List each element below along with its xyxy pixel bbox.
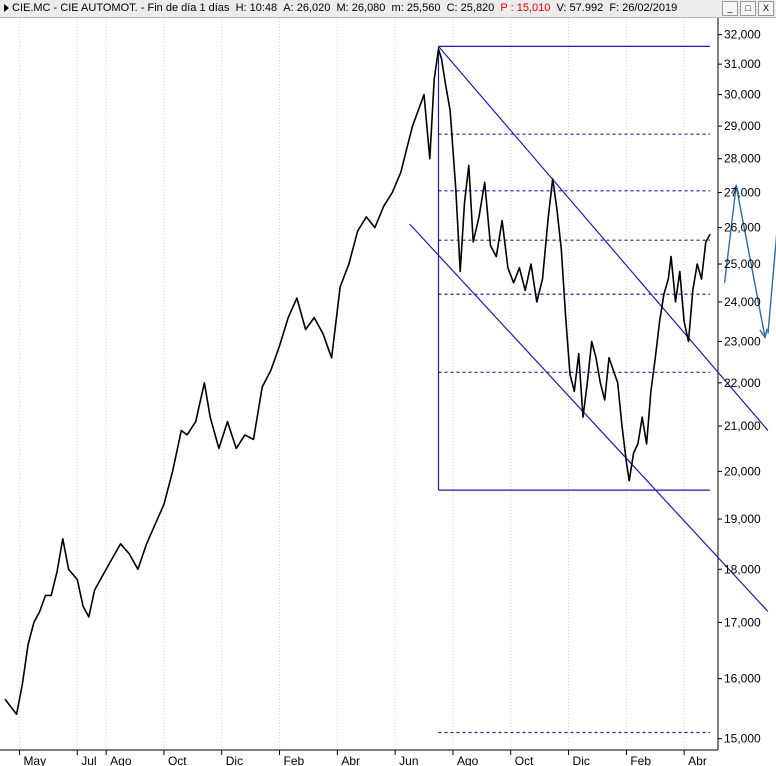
vertical-grid	[18, 18, 685, 752]
price-tick-label: 32,000	[724, 28, 761, 42]
price-tick-label: 23,000	[724, 335, 761, 349]
lower-channel-line	[409, 223, 769, 612]
maximize-button[interactable]: □	[740, 1, 756, 16]
price-tick-label: 29,000	[724, 119, 761, 133]
price-tick-label: 28,000	[724, 152, 761, 166]
symbol-label: CIE.MC - CIE AUTOMOT.	[12, 2, 138, 14]
price-tick-label: 21,000	[724, 419, 761, 433]
time-tick-label: Dic	[573, 754, 590, 766]
price-tick-label: 18,000	[724, 562, 761, 576]
price-tick-label: 15,000	[724, 732, 761, 746]
play-triangle-icon	[4, 4, 9, 13]
time-tick-label: Feb	[630, 754, 651, 766]
upper-channel-line	[438, 45, 769, 431]
price-tick-label: 31,000	[724, 57, 761, 71]
price-tick-label: 24,000	[724, 295, 761, 309]
price-axis-ticks: 15,000 16,000 17,000 18,000 19,000 20,000 21,0…	[718, 28, 761, 746]
price-tick-label: 25,000	[724, 257, 761, 271]
projection-path	[767, 233, 776, 334]
open-label: A: 26,020	[283, 2, 331, 14]
min-label: m: 25,560	[391, 2, 441, 14]
price-tick-label: 22,000	[724, 376, 761, 390]
time-tick-label: Dic	[226, 754, 243, 766]
window-controls: _ □ X	[720, 1, 774, 16]
time-tick-label: Abr	[341, 754, 360, 766]
price-tick-label: 26,000	[724, 221, 761, 235]
arrow-head	[730, 183, 740, 195]
max-label: M: 26,080	[336, 2, 386, 14]
time-tick-label: Oct	[515, 754, 534, 766]
high-time-label: H: 10:48	[235, 2, 278, 14]
time-axis-ticks: May Jul Ago Oct Dic Feb Abr Jun Ago Oct Dic Feb Abr	[0, 749, 718, 766]
arrow-head	[759, 328, 768, 340]
minimize-button[interactable]: _	[722, 1, 738, 16]
price-tick-label: 17,000	[724, 615, 761, 629]
price-tick-label: 16,000	[724, 672, 761, 686]
price-tick-label: 20,000	[724, 464, 761, 478]
projection-arrows	[723, 183, 776, 340]
price-tick-label: 19,000	[724, 512, 761, 526]
time-tick-label: Ago	[110, 754, 132, 766]
chart-title-bar: CIE.MC - CIE AUTOMOT. - Fin de día 1 día…	[0, 0, 776, 18]
price-chart: 15,000 16,000 17,000 18,000 19,000 20,000 21,0…	[0, 18, 776, 766]
close-button[interactable]: X	[758, 1, 774, 16]
time-tick-label: Abr	[688, 754, 707, 766]
time-tick-label: Jul	[81, 754, 96, 766]
time-tick-label: May	[23, 754, 46, 766]
time-tick-label: Ago	[457, 754, 479, 766]
price-tick-label: 27,000	[724, 186, 761, 200]
price-tick-label: 30,000	[724, 88, 761, 102]
time-tick-label: Jun	[399, 754, 418, 766]
period-label: Fin de día 1 días	[147, 2, 230, 14]
price-series-line	[4, 48, 711, 715]
p-label: P : 15,010	[500, 2, 551, 14]
date-label: F: 26/02/2019	[609, 2, 678, 14]
volume-label: V: 57.992	[556, 2, 604, 14]
trend-drawings	[409, 45, 769, 734]
time-tick-label: Feb	[284, 754, 305, 766]
close-label: C: 25,820	[446, 2, 495, 14]
time-tick-label: Oct	[168, 754, 187, 766]
